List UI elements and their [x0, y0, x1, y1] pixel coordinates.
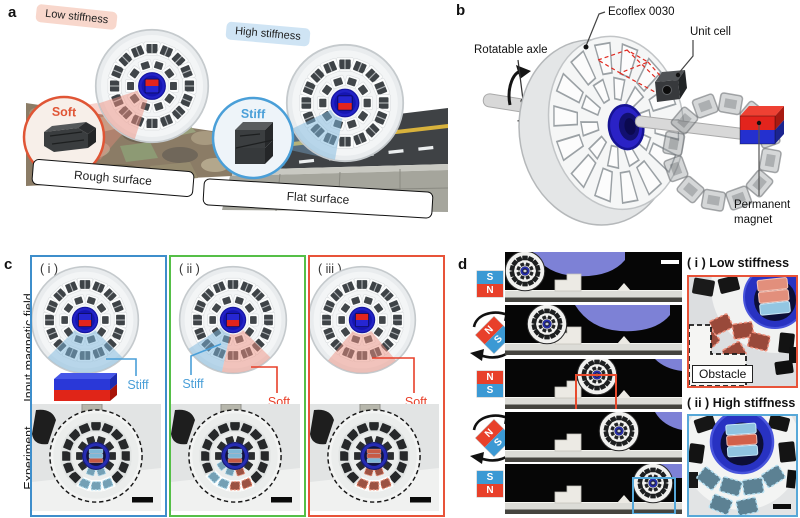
high-stiffness-wheel — [285, 43, 405, 163]
stiff-label: Stiff — [240, 106, 266, 122]
ecoflex-label: Ecoflex 0030 — [608, 6, 675, 18]
panel-b-scene — [482, 11, 784, 226]
permanent-magnet-cube — [739, 106, 784, 145]
panel-a-callout-circles — [22, 95, 295, 180]
film-frame-5 — [505, 464, 682, 514]
column-i-photo-wheel — [48, 408, 144, 504]
condition-column-i: ( i ) Stiff — [30, 255, 167, 517]
column-i-experiment-photo — [32, 404, 161, 511]
magnet-state-1-icon: S N — [477, 271, 503, 297]
film-frame-1 — [505, 252, 682, 302]
column-ii-photo-wheel — [187, 408, 283, 504]
low-stiffness-wheel — [94, 28, 210, 144]
film-wheel — [526, 305, 568, 345]
panel-a: a Low stiffness High stiffness Soft Stif… — [0, 0, 448, 248]
callout-ii-image — [687, 414, 798, 517]
panel-d-letter: d — [458, 256, 468, 273]
column-i-illustration-wheel — [32, 265, 140, 375]
soft-block-icon — [44, 122, 96, 152]
magnet-state-5-icon: S N — [477, 471, 503, 497]
stiff-block-icon — [235, 122, 274, 164]
magnet-1-bottom: N — [477, 284, 503, 297]
panel-c-letter: c — [4, 256, 13, 273]
magnet-5-top: S — [477, 471, 503, 484]
magnet-1-top: S — [477, 271, 503, 284]
column-iii-number: ( iii ) — [318, 262, 342, 276]
panel-d: d S N N S N S — [455, 250, 800, 518]
magnet-3-bottom: S — [477, 384, 503, 397]
unit-cell-label: Unit cell — [690, 26, 731, 38]
column-iii-illustration-wheel — [310, 265, 417, 375]
film-frame-2 — [505, 305, 682, 355]
panel-b: b Ecoflex 0030 Unit cell Rotatable axle … — [450, 0, 800, 248]
column-ii-illustration-wheel — [178, 265, 288, 375]
callout-i-image: Obstacle — [687, 275, 798, 388]
panel-a-letter: a — [8, 4, 17, 21]
rotatable-axle-label: Rotatable axle — [474, 44, 548, 56]
column-ii-leaders — [190, 343, 278, 393]
column-i-number: ( i ) — [40, 262, 59, 276]
magnet-5-bottom: N — [477, 484, 503, 497]
flat-surface-label: Flat surface — [286, 189, 350, 207]
callout-i-title: ( i ) Low stiffness — [687, 256, 790, 270]
column-i-stiff-label: Stiff — [127, 378, 149, 392]
obstacle-label: Obstacle — [692, 365, 754, 383]
high-stiffness-highlight-box — [632, 477, 676, 514]
permanent-magnet-label: Permanent magnet — [734, 199, 791, 226]
column-iii-photo-wheel — [326, 408, 422, 504]
column-ii-stiff-label: Stiff — [182, 377, 204, 391]
column-iii-experiment-photo — [310, 404, 439, 511]
rough-surface-label: Rough surface — [73, 167, 153, 189]
unit-cell-cube — [655, 70, 687, 102]
film-strip — [505, 252, 682, 514]
magnet-state-3-icon: N S — [477, 371, 503, 397]
low-stiffness-highlight-box — [575, 374, 617, 409]
column-ii-experiment-photo — [171, 404, 300, 511]
condition-column-ii: ( ii ) Stiff Soft — [169, 255, 306, 517]
panel-b-letter: b — [456, 2, 466, 19]
soft-label: Soft — [51, 104, 77, 120]
film-wheel — [505, 252, 546, 292]
film-frame-3 — [505, 359, 682, 409]
condition-column-iii: ( iii ) Soft — [308, 255, 445, 517]
column-i-leader — [106, 358, 137, 376]
panel-c: c Input magnetic field Experiment ( i ) … — [0, 250, 452, 518]
column-i-magnet-block — [54, 373, 117, 401]
magnet-3-top: N — [477, 371, 503, 384]
film-wheel — [632, 464, 674, 504]
callout-ii-title: ( ii ) High stiffness — [687, 396, 796, 410]
column-iii-leader — [372, 357, 415, 393]
film-wheel — [598, 412, 640, 452]
film-frame-4 — [505, 412, 682, 462]
column-ii-number: ( ii ) — [179, 262, 200, 276]
scale-bar — [661, 260, 679, 264]
